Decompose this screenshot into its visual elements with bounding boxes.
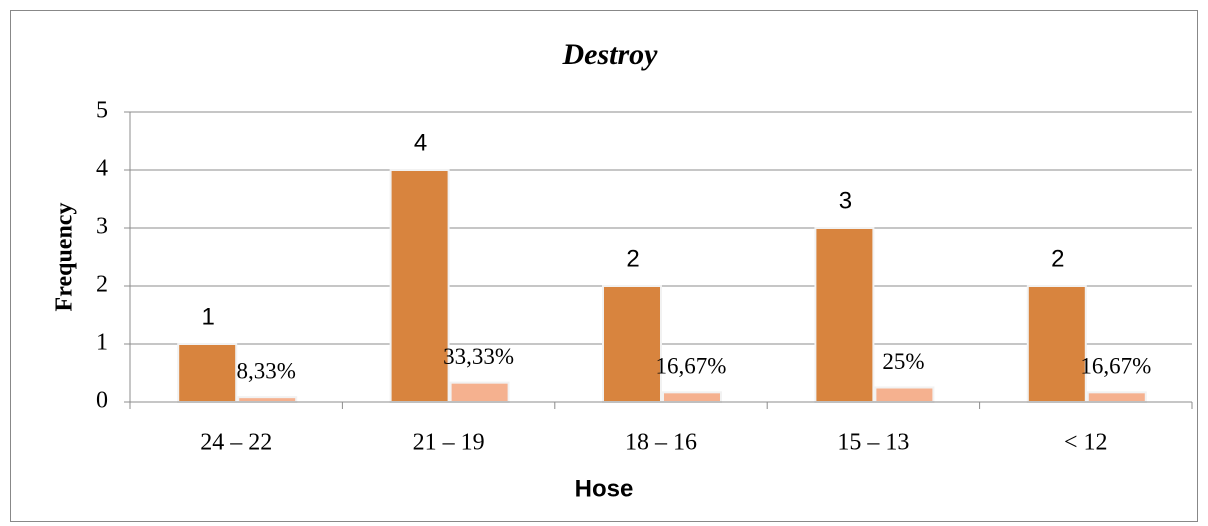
- x-tick-label: 21 – 19: [413, 430, 485, 456]
- y-tick-label: 3: [96, 214, 108, 240]
- y-tick-label: 0: [96, 388, 108, 414]
- x-tick-label: 24 – 22: [200, 430, 272, 456]
- data-label: 25%: [882, 349, 924, 374]
- bar: [662, 391, 722, 403]
- data-label: 33,33%: [443, 344, 514, 369]
- bar: [1026, 285, 1087, 403]
- bar: [449, 381, 510, 404]
- x-tick-label: < 12: [1064, 430, 1108, 456]
- data-label: 16,67%: [656, 354, 727, 379]
- data-label: 2: [1051, 245, 1064, 272]
- y-tick-label: 2: [96, 272, 108, 298]
- bar: [177, 343, 238, 403]
- bar: [602, 285, 662, 403]
- y-tick-label: 1: [96, 330, 108, 356]
- data-label: 2: [626, 245, 639, 272]
- x-tick-label: 18 – 16: [625, 430, 697, 456]
- data-label: 8,33%: [236, 358, 295, 383]
- bar: [389, 169, 450, 403]
- chart-title: Destroy: [562, 38, 659, 71]
- data-label: 4: [414, 129, 427, 156]
- data-label: 1: [202, 303, 215, 330]
- bar: [237, 396, 298, 404]
- x-tick-label: 15 – 13: [837, 430, 909, 456]
- data-label: 3: [839, 187, 852, 214]
- y-tick-label: 5: [96, 98, 108, 124]
- chart-frame: [10, 10, 1198, 522]
- y-axis-label: Frequency: [52, 203, 78, 312]
- y-tick-label: 4: [96, 156, 108, 182]
- bar: [1086, 391, 1147, 403]
- bar: [874, 386, 935, 403]
- bar: [814, 227, 875, 403]
- x-axis-label: Hose: [575, 475, 634, 502]
- data-label: 16,67%: [1080, 354, 1151, 379]
